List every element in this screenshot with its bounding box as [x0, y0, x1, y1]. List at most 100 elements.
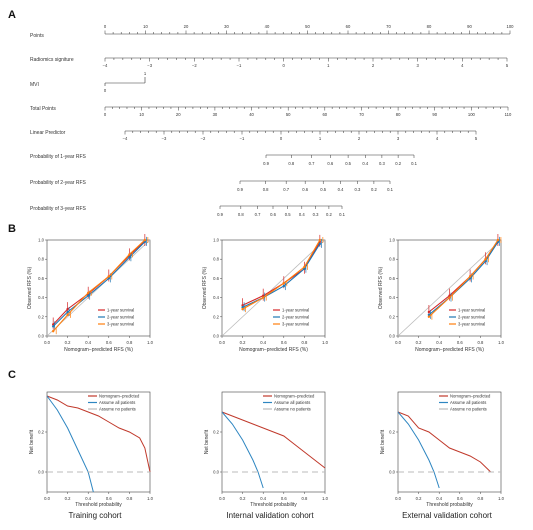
nomogram-tick-label: 0.2	[395, 161, 401, 166]
calibration-point	[262, 294, 265, 297]
y-axis-label: Net benefit	[380, 429, 386, 454]
calibration-point	[262, 296, 265, 299]
ideal-diagonal	[221, 239, 326, 337]
y-tick-label: 0.0	[389, 470, 395, 475]
legend-label: Assume all patients	[450, 400, 486, 405]
calibration-point	[241, 306, 244, 309]
nomogram-tick-label: 1	[144, 71, 147, 76]
nomogram-tick-label: 0.7	[255, 212, 261, 217]
legend-label: Assume all patients	[274, 400, 310, 405]
calibration-point	[427, 313, 431, 317]
nomogram-tick-label: 50	[286, 112, 291, 117]
y-tick-label: 0.6	[213, 276, 219, 281]
x-tick-label: 0.6	[281, 496, 287, 501]
nomogram-tick-label: 0	[104, 112, 107, 117]
y-tick-label: 0.0	[389, 334, 395, 339]
nomogram-tick-label: −1	[240, 136, 245, 141]
nomogram-tick-label: 2	[358, 136, 361, 141]
nomogram-tick-label: 40	[249, 112, 254, 117]
plot-frame	[46, 239, 151, 337]
plot-frame	[221, 391, 326, 493]
y-tick-label: 0.2	[213, 314, 219, 319]
y-tick-label: 0.2	[389, 430, 395, 435]
x-tick-label: 0.4	[260, 340, 266, 345]
nomogram-row-label: Points	[30, 33, 44, 39]
x-axis-label: Nomogram−predicted RFS (%)	[64, 347, 133, 353]
dca-line	[221, 411, 264, 489]
y-tick-label: 0.0	[213, 334, 219, 339]
nomogram-tick-label: 0	[104, 24, 107, 29]
nomogram-tick-label: 0.6	[327, 161, 333, 166]
legend-label: Assume no patients	[450, 407, 487, 412]
nomogram-tick-label: 0.3	[313, 212, 319, 217]
calibration-line	[52, 241, 146, 327]
x-tick-label: 0.4	[260, 496, 266, 501]
nomogram-row-label: Probability of 1-year RFS	[30, 154, 87, 160]
nomogram-tick-label: 0.5	[285, 212, 291, 217]
nomogram-tick-label: 3	[416, 63, 419, 68]
nomogram-tick-label: 0	[104, 88, 107, 93]
calibration-point	[448, 296, 451, 299]
calibration-line	[242, 241, 321, 306]
x-tick-label: 0.8	[477, 340, 483, 345]
x-tick-label: 0.0	[44, 340, 50, 345]
plot-frame	[397, 391, 502, 493]
nomogram-row-label: Probability of 3-year RFS	[30, 206, 87, 212]
nomogram-tick-label: 60	[322, 112, 327, 117]
nomogram-tick-label: −4	[103, 63, 108, 68]
calibration-plot-internal: 0.00.0 0.2 0.2 0.4 0.4 0.6 0.6 0.8 0.8 1.0 1.0 Nomo…	[202, 234, 329, 353]
y-tick-label: 0.4	[38, 295, 44, 300]
x-tick-label: 0.8	[126, 496, 132, 501]
y-tick-label: 0.4	[213, 295, 219, 300]
calibration-point	[282, 282, 285, 285]
nomogram-tick-label: 0.2	[326, 212, 332, 217]
x-tick-label: 0.6	[457, 340, 463, 345]
y-tick-label: 1.0	[389, 238, 395, 243]
nomogram-tick-label: 0.1	[411, 161, 417, 166]
plot-frame	[46, 391, 151, 493]
legend-label: 3-year survival	[458, 322, 485, 327]
y-tick-label: 0.0	[213, 470, 219, 475]
nomogram-tick-label: 90	[432, 112, 437, 117]
nomogram-tick-label: 100	[468, 112, 476, 117]
x-tick-label: 1.0	[322, 496, 328, 501]
y-tick-label: 0.8	[213, 257, 219, 262]
calibration-point	[128, 253, 131, 256]
calibration-point	[468, 275, 472, 278]
nomogram-tick-label: 10	[139, 112, 144, 117]
nomogram-tick-label: 0.5	[320, 187, 326, 192]
nomogram-tick-label: 0.1	[339, 212, 345, 217]
legend-label: Assume all patients	[99, 400, 135, 405]
nomogram-row-label: Radiomics signiture	[30, 57, 74, 63]
y-axis-label: Net benefit	[204, 429, 210, 454]
calibration-point	[143, 240, 147, 244]
x-tick-label: 0.8	[301, 496, 307, 501]
nomogram-tick-label: 0.8	[288, 161, 294, 166]
nomogram-tick-label: 0.3	[355, 187, 361, 192]
nomogram-tick-label: 0.4	[362, 161, 368, 166]
x-tick-label: 0.8	[126, 340, 132, 345]
legend-label: 1-year survival	[107, 308, 134, 313]
nomogram-tick-label: 0.2	[371, 187, 377, 192]
calibration-point	[66, 313, 69, 317]
cohort-title-internal: Internal validation cohort	[226, 511, 314, 520]
calibration-point	[241, 307, 244, 311]
nomogram-tick-label: 0.5	[345, 161, 351, 166]
nomogram-tick-label: 0.9	[263, 161, 269, 166]
y-axis-label: Net benefit	[29, 429, 35, 454]
nomogram-tick-label: 0.1	[387, 187, 393, 192]
nomogram-tick-label: 20	[176, 112, 181, 117]
x-tick-label: 1.0	[498, 340, 504, 345]
dca-line	[397, 411, 492, 473]
nomogram-tick-label: 1	[327, 63, 330, 68]
y-axis-label: Observed RFS (%)	[27, 267, 33, 310]
nomogram-tick-label: 0.6	[302, 187, 308, 192]
nomogram-tick-label: 0	[280, 136, 283, 141]
x-tick-label: 0.2	[65, 340, 71, 345]
nomogram-tick-label: −1	[237, 63, 242, 68]
x-tick-label: 1.0	[498, 496, 504, 501]
nomogram-tick-label: −4	[123, 136, 128, 141]
calibration-point	[496, 238, 500, 242]
calibration-point	[303, 267, 306, 270]
calibration-plot-training: 0.00.0 0.2 0.2 0.4 0.4 0.6 0.6 0.8 0.8 1.0 1.0 Nomo…	[27, 233, 154, 353]
